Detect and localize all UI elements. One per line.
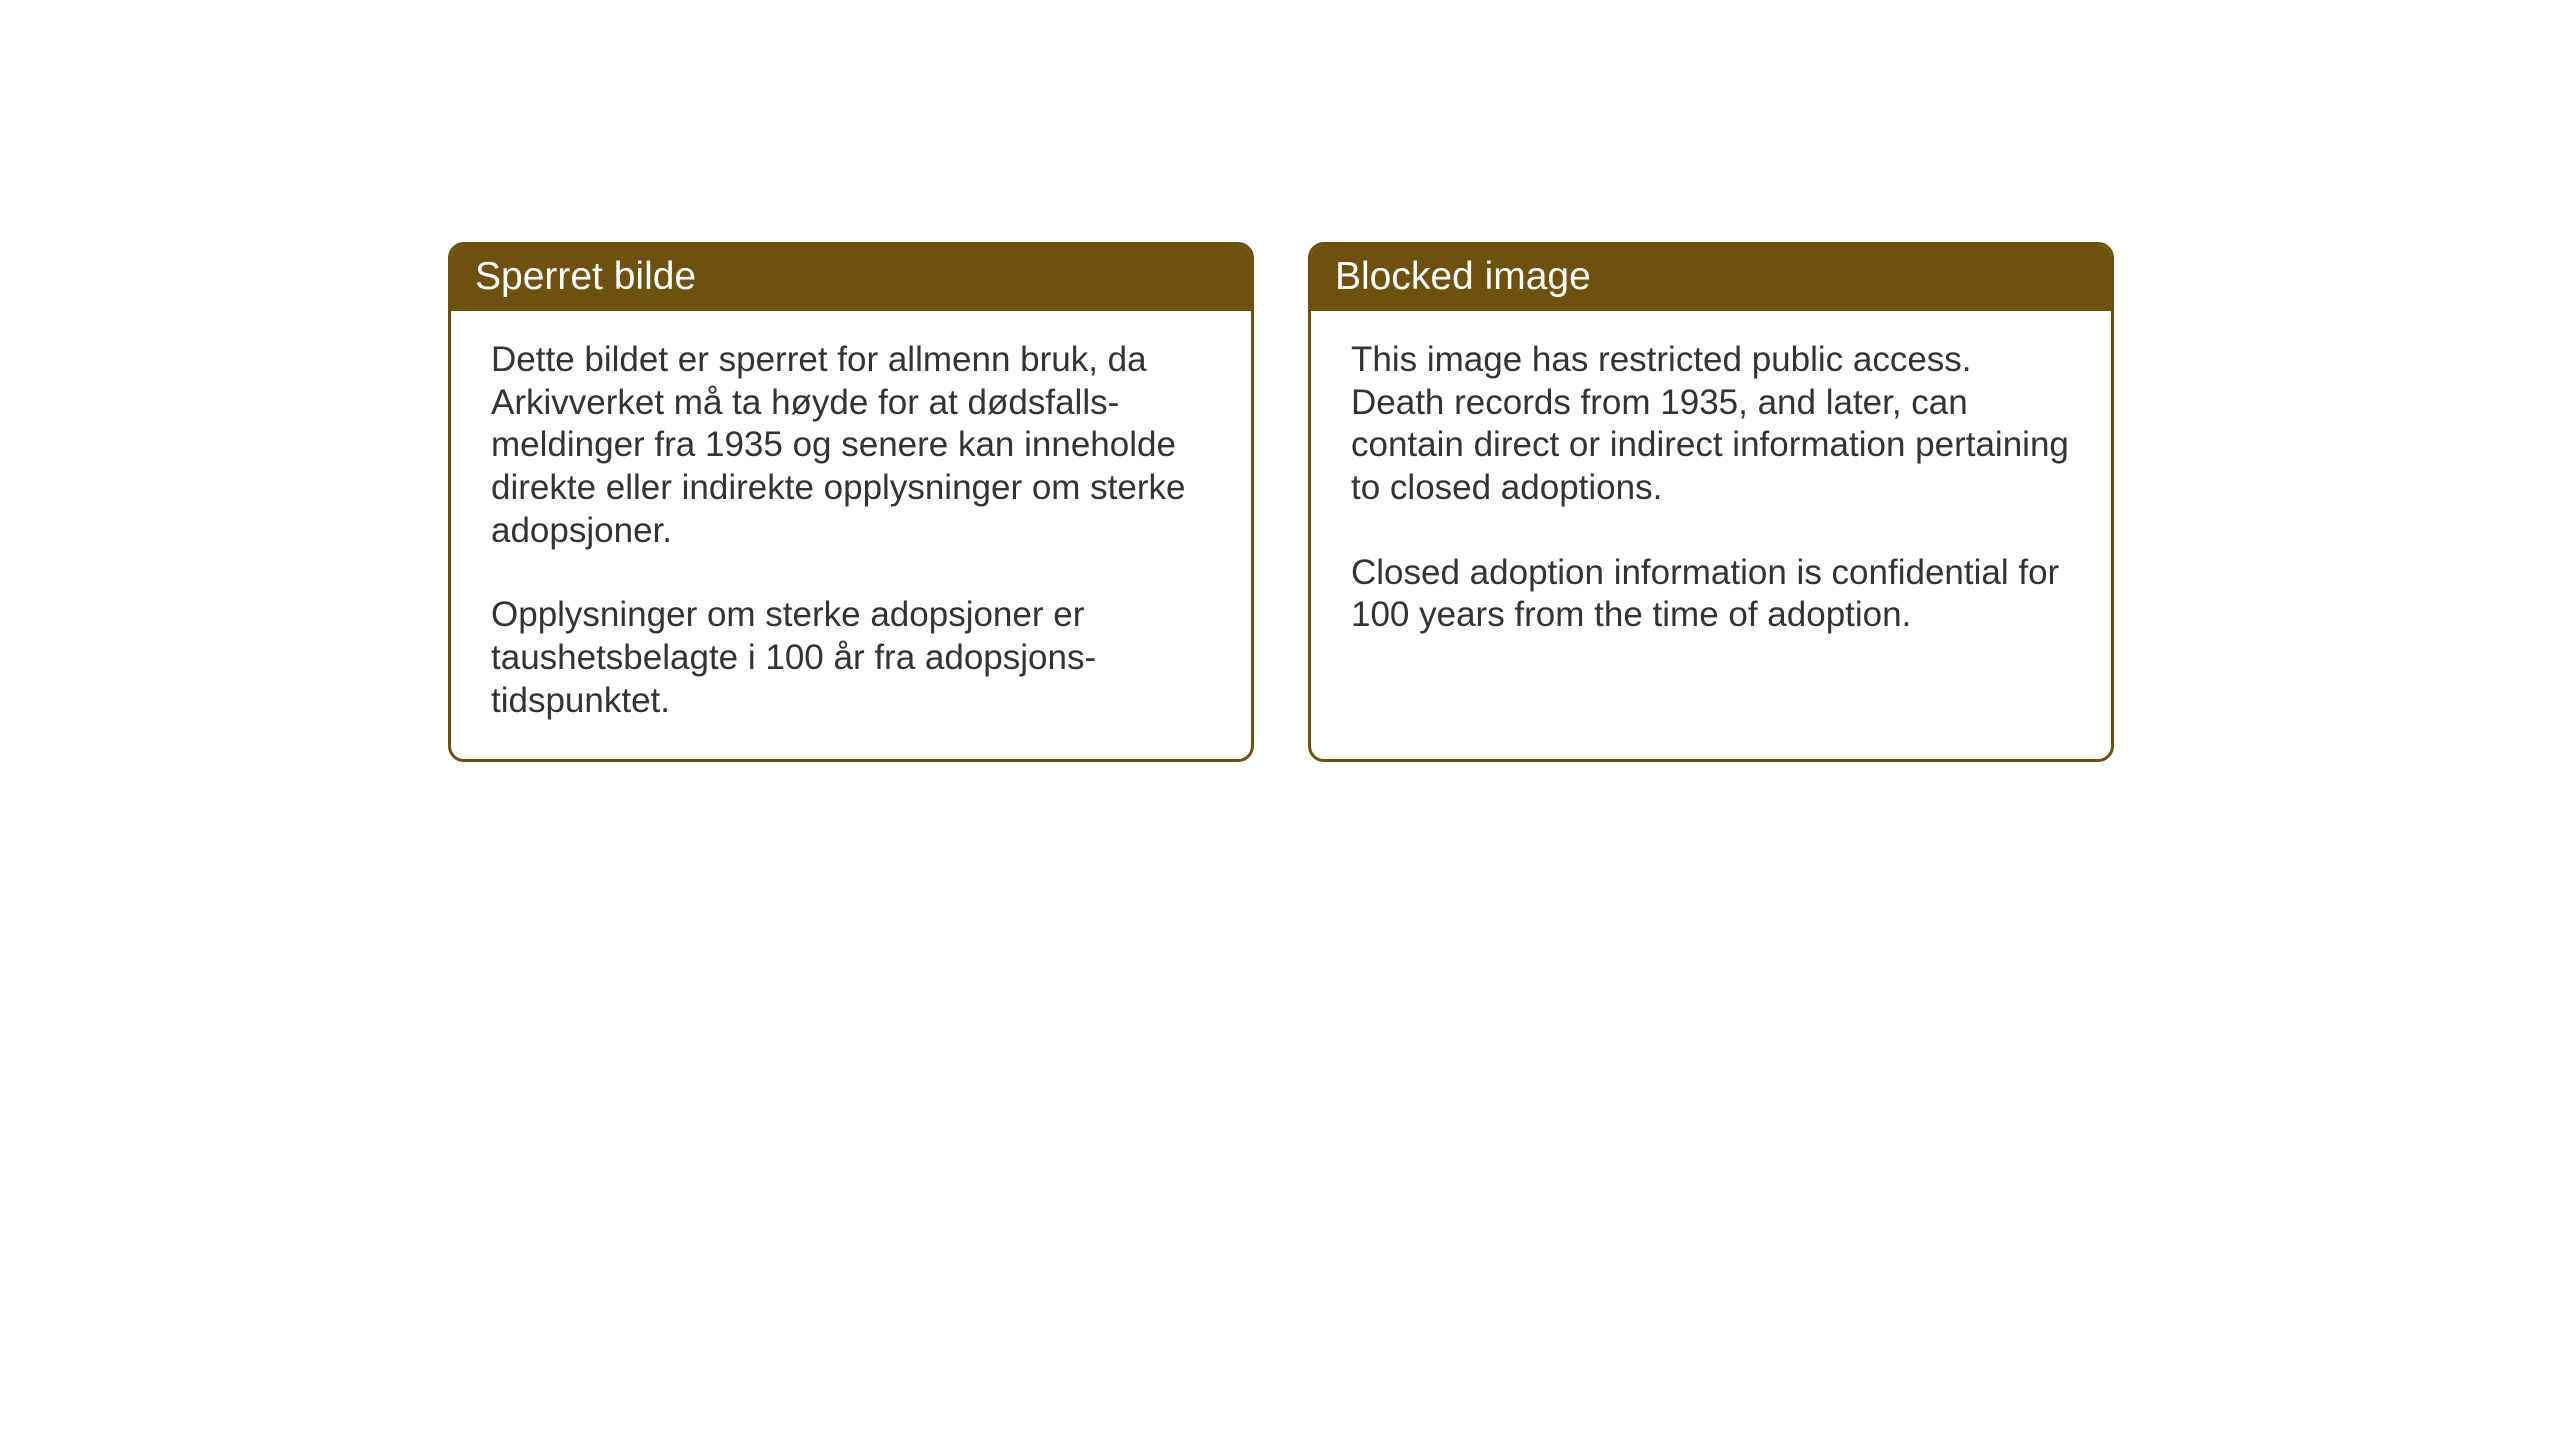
norwegian-card-body: Dette bildet er sperret for allmenn bruk… [451,311,1251,759]
english-para-1: This image has restricted public access.… [1351,339,2071,510]
english-card: Blocked image This image has restricted … [1308,242,2114,762]
norwegian-card: Sperret bilde Dette bildet er sperret fo… [448,242,1254,762]
english-para-2: Closed adoption information is confident… [1351,552,2071,637]
english-card-title: Blocked image [1311,245,2111,311]
info-cards-container: Sperret bilde Dette bildet er sperret fo… [0,0,2560,762]
norwegian-para-1: Dette bildet er sperret for allmenn bruk… [491,339,1211,552]
norwegian-para-2: Opplysninger om sterke adopsjoner er tau… [491,594,1211,722]
norwegian-card-title: Sperret bilde [451,245,1251,311]
english-card-body: This image has restricted public access.… [1311,311,2111,673]
